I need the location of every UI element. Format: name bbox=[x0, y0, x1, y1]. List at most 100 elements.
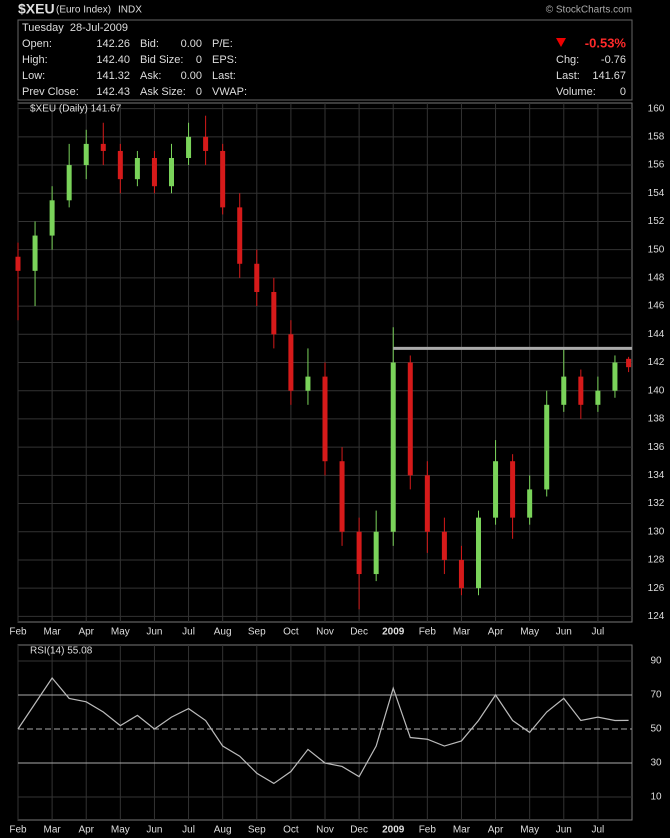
x-tick-label: Aug bbox=[214, 627, 232, 638]
symbol: $XEU bbox=[18, 1, 55, 17]
x-tick-label: Apr bbox=[488, 627, 504, 638]
field-label: High: bbox=[22, 54, 48, 66]
x-tick-label: Mar bbox=[43, 825, 61, 836]
x-tick-label: May bbox=[520, 627, 539, 638]
field-label: Low: bbox=[22, 70, 45, 82]
field-value: 141.32 bbox=[96, 70, 130, 82]
candle-body bbox=[15, 256, 21, 271]
field-label: Bid Size: bbox=[140, 54, 183, 66]
candle-body bbox=[356, 531, 362, 575]
field-label: EPS: bbox=[212, 54, 237, 66]
candle-body bbox=[458, 559, 464, 589]
candle-body bbox=[288, 334, 294, 391]
y-tick-label: 156 bbox=[648, 160, 665, 171]
candle-body bbox=[510, 461, 516, 518]
field-label: VWAP: bbox=[212, 86, 247, 98]
y-tick-label: 30 bbox=[650, 758, 662, 769]
x-tick-label: Mar bbox=[453, 627, 471, 638]
x-tick-label: Nov bbox=[316, 627, 334, 638]
field-label: P/E: bbox=[212, 38, 233, 50]
y-tick-label: 146 bbox=[648, 301, 665, 312]
x-tick-label: Jun bbox=[146, 825, 162, 836]
x-tick-label: Oct bbox=[283, 627, 299, 638]
x-tick-label: Jul bbox=[591, 825, 604, 836]
candle-body bbox=[390, 362, 396, 532]
x-tick-label: Feb bbox=[419, 825, 437, 836]
candle-body bbox=[254, 263, 260, 292]
x-tick-label: Sep bbox=[248, 627, 266, 638]
x-tick-label: May bbox=[111, 825, 130, 836]
field-value: -0.76 bbox=[601, 54, 626, 66]
candle-body bbox=[134, 158, 140, 180]
candle-body bbox=[49, 200, 55, 236]
legend: $XEU (Daily) 141.67 bbox=[30, 104, 122, 115]
y-tick-label: 152 bbox=[648, 216, 665, 227]
field-label: Last: bbox=[556, 70, 580, 82]
y-tick-label: 138 bbox=[648, 414, 665, 425]
y-tick-label: 158 bbox=[648, 131, 665, 142]
index-name: (Euro Index) bbox=[56, 5, 111, 16]
y-tick-label: 128 bbox=[648, 555, 665, 566]
y-tick-label: 132 bbox=[648, 498, 665, 509]
candle-body bbox=[441, 531, 447, 560]
x-tick-label: Apr bbox=[78, 825, 94, 836]
candle-body bbox=[169, 158, 174, 187]
x-tick-label: Jul bbox=[182, 825, 195, 836]
x-tick-label: Dec bbox=[350, 825, 368, 836]
candle-body bbox=[237, 207, 243, 264]
candle-body bbox=[203, 136, 209, 151]
candle-body bbox=[612, 362, 618, 391]
x-tick-label: Nov bbox=[316, 825, 334, 836]
x-tick-label: Sep bbox=[248, 825, 266, 836]
candle-body bbox=[117, 150, 123, 180]
exchange: INDX bbox=[118, 5, 142, 16]
y-tick-label: 142 bbox=[648, 357, 665, 368]
field-value: 142.43 bbox=[96, 86, 130, 98]
candle-body bbox=[527, 489, 533, 518]
x-tick-label: Mar bbox=[453, 825, 471, 836]
candle-body bbox=[595, 390, 601, 405]
x-tick-label: Jun bbox=[556, 825, 572, 836]
down-arrow bbox=[556, 38, 566, 47]
header-box bbox=[17, 19, 633, 101]
y-tick-label: 148 bbox=[648, 273, 665, 284]
x-tick-label: Jul bbox=[591, 627, 604, 638]
candle-body bbox=[626, 358, 632, 368]
x-tick-label: Oct bbox=[283, 825, 299, 836]
change-pct: -0.53% bbox=[585, 35, 627, 50]
field-value: 0 bbox=[620, 86, 626, 98]
x-tick-label: Feb bbox=[9, 825, 27, 836]
candle-body bbox=[578, 376, 584, 405]
x-tick-label: Aug bbox=[214, 825, 232, 836]
x-tick-label: Feb bbox=[419, 627, 437, 638]
y-tick-label: 126 bbox=[648, 583, 665, 594]
candle-body bbox=[186, 136, 192, 159]
candle-body bbox=[424, 475, 430, 532]
candle-body bbox=[373, 531, 379, 575]
candle-body bbox=[544, 404, 550, 490]
field-label: Prev Close: bbox=[22, 86, 79, 98]
candle-body bbox=[100, 143, 106, 151]
x-tick-label: Dec bbox=[350, 627, 368, 638]
x-tick-label: 2009 bbox=[382, 627, 405, 638]
legend: RSI(14) 55.08 bbox=[30, 646, 93, 657]
candle-body bbox=[476, 517, 481, 589]
x-tick-label: May bbox=[520, 825, 539, 836]
field-value: 0.00 bbox=[181, 38, 202, 50]
field-value: 142.40 bbox=[96, 54, 130, 66]
field-label: Chg: bbox=[556, 54, 579, 66]
x-tick-label: 2009 bbox=[382, 825, 405, 836]
y-tick-label: 160 bbox=[648, 103, 665, 114]
field-value: 0 bbox=[196, 86, 202, 98]
y-tick-label: 10 bbox=[650, 792, 662, 803]
candle-body bbox=[271, 291, 277, 335]
y-tick-label: 130 bbox=[648, 526, 665, 537]
y-tick-label: 150 bbox=[648, 244, 665, 255]
candle-body bbox=[339, 461, 345, 532]
candle-body bbox=[493, 461, 499, 518]
y-tick-label: 134 bbox=[648, 470, 665, 481]
x-tick-label: May bbox=[111, 627, 130, 638]
x-tick-label: Jun bbox=[556, 627, 572, 638]
candle-body bbox=[151, 158, 157, 187]
